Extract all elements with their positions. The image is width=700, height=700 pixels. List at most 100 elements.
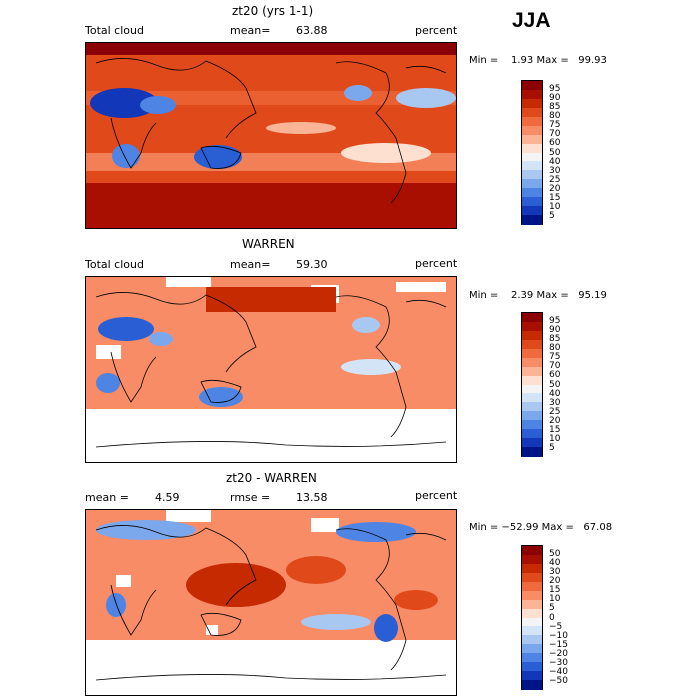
colorbar-swatch [522, 554, 542, 565]
panel-1-variable-label: Total cloud [85, 24, 144, 37]
colorbar-swatch [522, 644, 542, 654]
colorbar-swatch [522, 107, 542, 118]
colorbar-tick-label: −5 [549, 621, 563, 632]
colorbar-tick-label: 30 [549, 165, 561, 176]
panel-3-south-pacific-blue [301, 614, 371, 630]
colorbar-tick-label: 15 [549, 192, 561, 203]
colorbar-tick-label: 50 [549, 379, 561, 390]
panel-1-map [85, 42, 457, 229]
colorbar-swatch [522, 680, 542, 690]
panel-2-units: percent [415, 257, 458, 270]
colorbar-swatch [522, 599, 542, 610]
colorbar-tick-label: 15 [549, 585, 561, 596]
colorbar-swatch [522, 375, 542, 385]
panel-3-mean-label: mean = [85, 491, 129, 504]
colorbar-tick-label: 10 [549, 433, 561, 444]
panel-2-minmax: Min = 2.39 Max = 95.19 [469, 290, 607, 301]
colorbar-swatch [522, 125, 542, 136]
colorbar-tick-label: 40 [549, 156, 561, 167]
panel-2-north-band [206, 287, 336, 312]
colorbar-swatch [522, 384, 542, 394]
colorbar-swatch [522, 447, 542, 457]
colorbar-swatch [522, 89, 542, 100]
colorbar-tick-label: −10 [549, 630, 568, 641]
panel-1-map-svg [86, 43, 456, 228]
colorbar-tick-label: 90 [549, 325, 561, 336]
panel-1-minmax: Min = 1.93 Max = 99.93 [469, 55, 607, 66]
panel-1-units: percent [415, 24, 458, 37]
colorbar-swatch [522, 411, 542, 421]
panel-1-mean-value: 63.88 [296, 24, 328, 37]
colorbar-swatch [522, 653, 542, 663]
colorbar-swatch [522, 402, 542, 412]
panel-1-arctic-band [86, 43, 456, 55]
panel-2-southern-africa-low [96, 373, 120, 393]
colorbar-tick-label: 50 [549, 549, 561, 560]
panel-2-no-data-patch-3 [396, 282, 446, 292]
panel-1-north-atlantic-low [396, 88, 456, 108]
colorbar-swatch [522, 617, 542, 627]
colorbar-swatch [522, 330, 542, 341]
panel-3-atlantic-red [394, 590, 438, 610]
panel-2-mean-label: mean= [230, 258, 271, 271]
colorbar-swatch [522, 152, 542, 162]
panel-1-southern-africa-low-cloud [112, 144, 140, 168]
colorbar-swatch [522, 429, 542, 439]
panel-1-arabia-low-cloud [140, 96, 176, 114]
colorbar-tick-label: 75 [549, 120, 561, 131]
panel-1-sahara-low-cloud [90, 88, 158, 118]
colorbar-tick-label: −40 [549, 666, 568, 677]
colorbar-swatch [522, 170, 542, 180]
panel-1-southern-ocean-band [86, 183, 456, 228]
panel-2-no-data-south [86, 409, 456, 462]
panel-3-no-data-south [86, 640, 456, 695]
colorbar-tick-label: 50 [549, 147, 561, 158]
colorbar-swatch [522, 581, 542, 592]
colorbar-tick-label: 25 [549, 406, 561, 417]
colorbar-swatch [522, 546, 542, 556]
colorbar-swatch [522, 590, 542, 601]
colorbar-tick-label: 90 [549, 93, 561, 104]
colorbar-tick-label: 80 [549, 111, 561, 122]
panel-3-central-red [186, 563, 286, 607]
colorbar-tick-label: 60 [549, 370, 561, 381]
panel-2-coastlines [95, 292, 447, 448]
panel-1-coastlines [95, 58, 447, 204]
panel-3-map [85, 509, 457, 696]
colorbar-tick-label: 85 [549, 102, 561, 113]
colorbar-tick-label: 85 [549, 334, 561, 345]
panel-2-no-data-patch-6 [326, 415, 371, 433]
colorbar-swatch [522, 313, 542, 323]
colorbar-tick-label: −30 [549, 657, 568, 668]
panel-1-southwest-us-low [344, 85, 372, 101]
colorbar-swatch [522, 339, 542, 350]
colorbar-tick-label: 30 [549, 567, 561, 578]
panel-3-minmax: Min = −52.99 Max = 67.08 [469, 522, 613, 533]
panel-2-no-data-patch-4 [96, 345, 121, 359]
panel-2-mean-value: 59.30 [296, 258, 328, 271]
panel-2-no-data-patch-1 [166, 277, 211, 287]
colorbar-tick-label: 75 [549, 352, 561, 363]
panel-1-colorbar-labels: 95 90 85 80 75 70 60 50 40 30 25 20 15 10 5 [547, 80, 577, 225]
panel-1-equatorial-white [266, 122, 336, 134]
colorbar-tick-label: 15 [549, 424, 561, 435]
panel-3-mean-value: 4.59 [155, 491, 180, 504]
colorbar-tick-label: 25 [549, 174, 561, 185]
colorbar-swatch [522, 98, 542, 109]
colorbar-tick-label: 20 [549, 576, 561, 587]
panel-2-east-pacific-light [341, 359, 401, 375]
colorbar-swatch [522, 143, 542, 153]
panel-2-arabia-low-cloud [149, 332, 173, 346]
panel-3-no-data-patch-4 [206, 625, 218, 635]
colorbar-swatch [522, 671, 542, 681]
colorbar-tick-label: 40 [549, 388, 561, 399]
panel-1-east-pacific-low [341, 143, 431, 163]
colorbar-swatch [522, 366, 542, 377]
colorbar-tick-label: 60 [549, 138, 561, 149]
panel-2-map [85, 276, 457, 463]
colorbar-tick-label: 70 [549, 361, 561, 372]
colorbar-tick-label: 5 [549, 442, 555, 453]
colorbar-tick-label: 10 [549, 201, 561, 212]
colorbar-swatch [522, 81, 542, 91]
colorbar-tick-label: −20 [549, 648, 568, 659]
